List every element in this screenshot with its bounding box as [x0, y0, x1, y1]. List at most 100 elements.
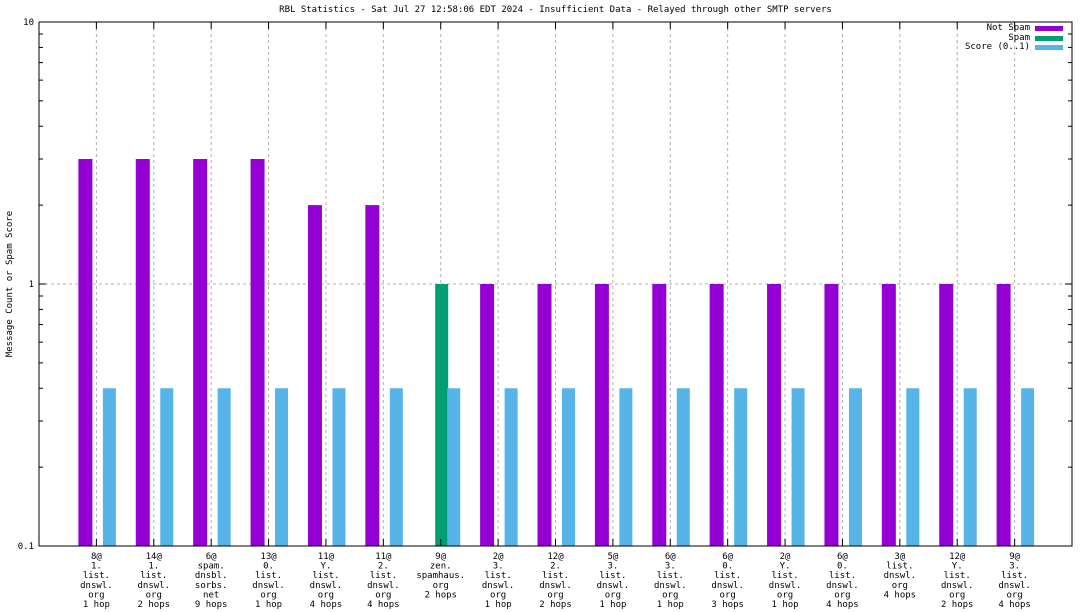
- x-tick-label-line: 1 hop: [255, 600, 282, 610]
- x-tick-label-line: Y.: [952, 562, 963, 572]
- x-tick-label-line: dnswl.: [654, 581, 687, 591]
- bar-score: [791, 388, 805, 546]
- x-tick-label-line: spam.: [198, 562, 225, 572]
- bar-not-spam: [193, 158, 208, 546]
- x-tick-label-line: dnswl.: [252, 581, 285, 591]
- bar-score: [389, 388, 403, 546]
- chart-title: RBL Statistics - Sat Jul 27 12:58:06 EDT…: [279, 5, 832, 15]
- x-tick-label-line: 6@: [665, 552, 676, 562]
- x-tick-label-line: 0.: [263, 562, 274, 572]
- x-tick-label-line: org: [88, 590, 104, 600]
- x-tick-label-line: 4 hops: [310, 600, 343, 610]
- x-tick-label-line: dnswl.: [310, 581, 343, 591]
- legend-swatch-not-spam: [1035, 26, 1063, 32]
- x-tick-label-line: list.: [886, 562, 913, 572]
- x-tick-label-line: 3.: [493, 562, 504, 572]
- x-tick-label-line: 9@: [1009, 552, 1020, 562]
- legend-label-spam: Spam: [1008, 32, 1030, 43]
- legend-row-spam: Spam: [965, 32, 1063, 44]
- x-tick-label-line: dnswl.: [826, 581, 859, 591]
- x-tick-label-line: dnswl.: [80, 581, 113, 591]
- x-tick-label-line: org: [146, 590, 162, 600]
- bar-not-spam: [480, 284, 495, 546]
- bar-score: [447, 388, 461, 546]
- bar-not-spam: [996, 284, 1011, 546]
- bar-not-spam: [365, 205, 380, 547]
- x-tick-label-line: org: [433, 581, 449, 591]
- x-tick-label-line: dnswl.: [367, 581, 400, 591]
- x-tick-label-line: 0.: [722, 562, 733, 572]
- x-tick-label-line: 9 hops: [195, 600, 228, 610]
- bar-score: [562, 388, 575, 546]
- bar-score: [1021, 388, 1035, 546]
- legend: Not Spam Spam Score (0..1): [965, 23, 1063, 53]
- x-tick-label-line: 12@: [949, 552, 966, 562]
- x-tick-label-line: Y.: [321, 562, 332, 572]
- x-tick-label-line: 13@: [260, 552, 277, 562]
- x-tick-label-line: org: [720, 590, 736, 600]
- x-tick-label-line: 1 hop: [485, 600, 512, 610]
- x-tick-label-line: list.: [140, 571, 167, 581]
- x-tick-label-line: org: [777, 590, 793, 600]
- x-tick-label-line: spamhaus.: [416, 571, 465, 581]
- x-tick-label-line: 3.: [607, 562, 618, 572]
- bar-score: [160, 388, 174, 546]
- y-axis-label: Message Count or Spam Score: [5, 210, 15, 358]
- legend-row-not-spam: Not Spam: [965, 23, 1063, 34]
- x-tick-label-line: 4 hops: [367, 600, 400, 610]
- x-tick-label-line: org: [949, 590, 965, 600]
- x-tick-label-line: list.: [83, 571, 110, 581]
- x-tick-label-line: 0.: [837, 562, 848, 572]
- x-tick-label-line: 11@: [375, 552, 392, 562]
- x-tick-label-line: dnswl.: [941, 581, 974, 591]
- bar-not-spam: [78, 158, 93, 546]
- bar-not-spam: [709, 284, 724, 546]
- x-tick-label-line: list.: [829, 571, 856, 581]
- bar-score: [676, 388, 690, 546]
- bar-not-spam: [307, 205, 322, 547]
- x-tick-label-line: 4 hops: [826, 600, 859, 610]
- bar-not-spam: [594, 284, 609, 546]
- x-tick-label-line: 2.: [550, 562, 561, 572]
- bar-score: [619, 388, 633, 546]
- x-tick-label-line: org: [1006, 590, 1022, 600]
- x-tick-label-line: dnswl.: [138, 581, 171, 591]
- x-tick-label-line: list.: [1001, 571, 1028, 581]
- y-tick-label: 10: [23, 18, 34, 28]
- y-tick-label: 1: [29, 280, 34, 290]
- x-tick-label-line: org: [318, 590, 334, 600]
- x-tick-label-line: org: [490, 590, 506, 600]
- x-tick-label-line: 5@: [607, 552, 618, 562]
- x-tick-label-line: 8@: [91, 552, 102, 562]
- x-tick-label-line: list.: [944, 571, 971, 581]
- x-tick-label-line: list.: [714, 571, 741, 581]
- x-tick-label-line: 2 hops: [539, 600, 572, 610]
- bar-score: [906, 388, 920, 546]
- bar-not-spam: [824, 284, 839, 546]
- x-tick-label-line: 2 hops: [941, 600, 974, 610]
- x-tick-label-line: sorbs.: [195, 581, 228, 591]
- x-tick-label-line: Y.: [780, 562, 791, 572]
- bar-not-spam: [939, 284, 954, 546]
- bar-not-spam: [135, 158, 150, 546]
- x-tick-label-line: 6@: [837, 552, 848, 562]
- x-tick-label-line: 14@: [146, 552, 163, 562]
- x-tick-label-line: 9@: [435, 552, 446, 562]
- x-tick-label-line: 1 hop: [657, 600, 684, 610]
- x-tick-label-line: dnswl.: [711, 581, 744, 591]
- bar-score: [102, 388, 116, 546]
- legend-label-not-spam: Not Spam: [986, 23, 1030, 33]
- x-tick-label-line: 3.: [1009, 562, 1020, 572]
- bar-not-spam: [537, 284, 552, 546]
- bar-not-spam: [881, 284, 896, 546]
- bar-spam: [435, 284, 449, 546]
- y-tick-label: 0.1: [18, 542, 34, 552]
- x-tick-label-line: 6@: [722, 552, 733, 562]
- bar-score: [734, 388, 748, 546]
- x-tick-label-line: 4 hops: [998, 600, 1031, 610]
- x-tick-label-line: 11@: [318, 552, 335, 562]
- x-tick-label-line: list.: [485, 571, 512, 581]
- x-tick-label-line: 1 hop: [599, 600, 626, 610]
- x-tick-label-line: org: [375, 590, 391, 600]
